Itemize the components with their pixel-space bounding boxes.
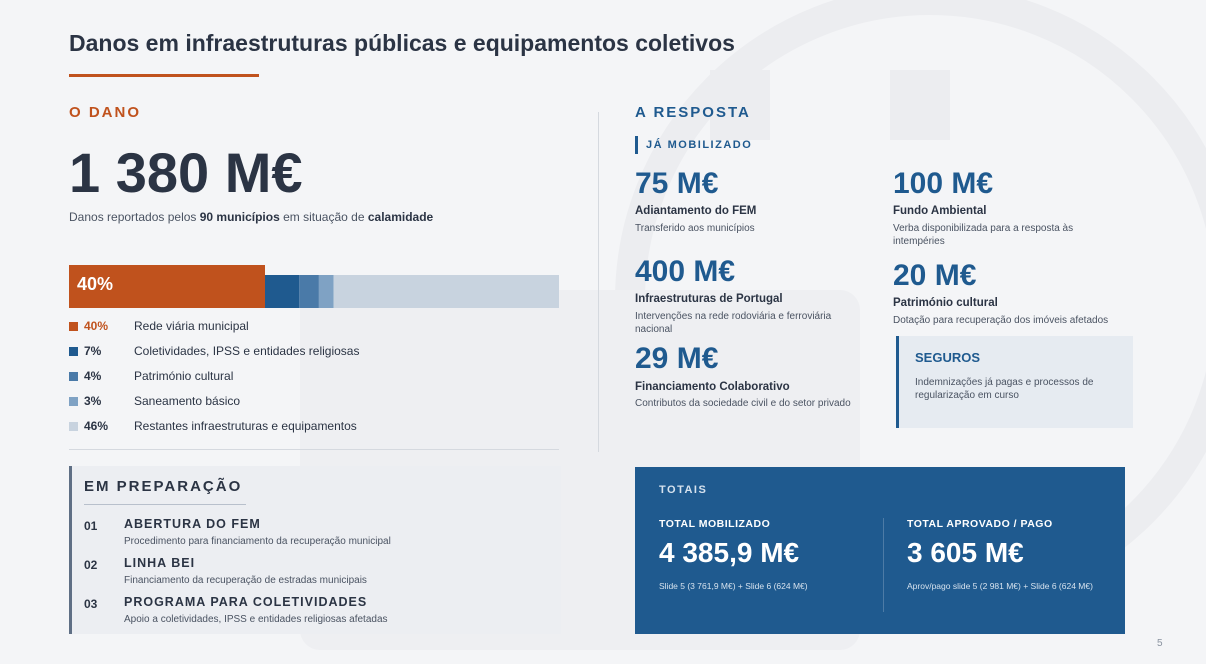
- item-title: Património cultural: [893, 297, 998, 309]
- bar-segment: [333, 275, 559, 308]
- insurance-text: Indemnizações já pagas e processos de re…: [915, 377, 1094, 401]
- legend-swatch: [69, 421, 78, 431]
- item-title: Adiantamento do FEM: [635, 205, 757, 217]
- item-title: Financiamento Colaborativo: [635, 381, 790, 393]
- page-number: 5: [1157, 638, 1163, 649]
- total-amount: 4 385,9 M€: [659, 537, 800, 568]
- item-title: Infraestruturas de Portugal: [635, 293, 783, 305]
- legend-value: 40%: [84, 319, 109, 333]
- bar-segment: [69, 265, 265, 308]
- legend-row: 7% Coletividades, IPSS e entidades religi…: [69, 343, 359, 359]
- totals-heading: TOTAIS: [659, 484, 708, 496]
- bar-segment: [265, 275, 300, 308]
- subheading: JÁ MOBILIZADO: [635, 136, 752, 154]
- legend-label: Restantes infraestruturas e equipamentos: [134, 419, 357, 433]
- title-rule: [69, 74, 259, 77]
- total-note: Slide 5 (3 761,9 M€) + Slide 6 (624 M€): [659, 581, 808, 591]
- totals-divider: [883, 518, 884, 612]
- item-text: Apoio a coletividades, IPSS e entidades …: [124, 614, 388, 625]
- legend-swatch: [69, 321, 78, 331]
- item-title: Fundo Ambiental: [893, 205, 987, 217]
- legend-label: Saneamento básico: [134, 394, 241, 408]
- damage-bar: 40%: [69, 265, 559, 308]
- legend-row: 46% Restantes infraestruturas e equipamen…: [69, 418, 357, 434]
- section-heading: A RESPOSTA: [635, 104, 751, 121]
- item-text: Dotação para recuperação dos imóveis afe…: [893, 315, 1109, 326]
- legend-value: 4%: [84, 369, 102, 383]
- legend-row: 3% Saneamento básico: [69, 393, 240, 409]
- total-label: TOTAL APROVADO / PAGO: [907, 518, 1053, 530]
- legend-swatch: [69, 371, 78, 381]
- legend-label: Rede viária municipal: [134, 319, 249, 333]
- legend-row: 40% Rede viária municipal: [69, 318, 249, 334]
- item-text: Verba disponibilizada para a resposta às…: [893, 223, 1074, 247]
- item-text: Transferido aos municípios: [635, 223, 755, 234]
- legend-value: 46%: [84, 419, 109, 433]
- legend-label: Património cultural: [134, 369, 234, 383]
- item-text: Financiamento da recuperação de estradas…: [124, 575, 367, 586]
- item-amount: 75 M€: [635, 167, 719, 200]
- preparation-heading: EM PREPARAÇÃO: [84, 478, 243, 495]
- item-text: Procedimento para financiamento da recup…: [124, 536, 391, 547]
- divider: [69, 449, 559, 450]
- caption-text: Danos reportados pelos: [69, 210, 200, 224]
- damage-caption: Danos reportados pelos 90 municípios em …: [69, 210, 433, 224]
- preparation-box: EM PREPARAÇÃO 01 ABERTURA DO FEM Procedi…: [69, 466, 561, 634]
- legend-row: 4% Património cultural: [69, 368, 233, 384]
- item-amount: 29 M€: [635, 342, 719, 375]
- damage-amount: 1 380 M€: [69, 141, 303, 204]
- item-number: 02: [84, 558, 98, 572]
- insurance-title: SEGUROS: [915, 350, 981, 365]
- item-number: 03: [84, 597, 98, 611]
- legend-swatch: [69, 396, 78, 406]
- legend-label: Coletividades, IPSS e entidades religios…: [134, 344, 360, 358]
- legend-swatch: [69, 346, 78, 356]
- insurance-box: SEGUROS Indemnizações já pagas e process…: [896, 336, 1133, 428]
- section-heading: O DANO: [69, 104, 141, 121]
- caption-emphasis: 90 municípios: [199, 210, 280, 224]
- total-note: Aprov/pago slide 5 (2 981 M€) + Slide 6 …: [907, 581, 1093, 591]
- item-number: 01: [84, 519, 98, 533]
- item-amount: 100 M€: [893, 167, 994, 200]
- legend-value: 3%: [84, 394, 102, 408]
- column-divider: [598, 112, 599, 452]
- item-amount: 400 M€: [635, 255, 736, 288]
- total-label: TOTAL MOBILIZADO: [659, 518, 771, 530]
- item-title: LINHA BEI: [124, 556, 196, 570]
- bar-segment: [318, 275, 334, 308]
- totals-box: TOTAIS TOTAL MOBILIZADO 4 385,9 M€ Slide…: [635, 467, 1125, 634]
- heading-rule: [84, 504, 246, 505]
- bar-label: 40%: [77, 274, 113, 294]
- item-amount: 20 M€: [893, 259, 977, 292]
- bar-segment: [299, 275, 319, 308]
- item-text: Contributos da sociedade civil e do seto…: [635, 398, 851, 409]
- caption-emphasis: calamidade: [367, 210, 434, 224]
- legend-value: 7%: [84, 344, 102, 358]
- item-text: Intervenções na rede rodoviária e ferrov…: [635, 311, 832, 335]
- total-amount: 3 605 M€: [907, 537, 1024, 568]
- caption-text: em situação de: [279, 210, 368, 224]
- item-title: PROGRAMA PARA COLETIVIDADES: [124, 595, 368, 609]
- title: Danos em infraestruturas públicas e equi…: [69, 30, 735, 56]
- item-title: ABERTURA DO FEM: [124, 517, 261, 531]
